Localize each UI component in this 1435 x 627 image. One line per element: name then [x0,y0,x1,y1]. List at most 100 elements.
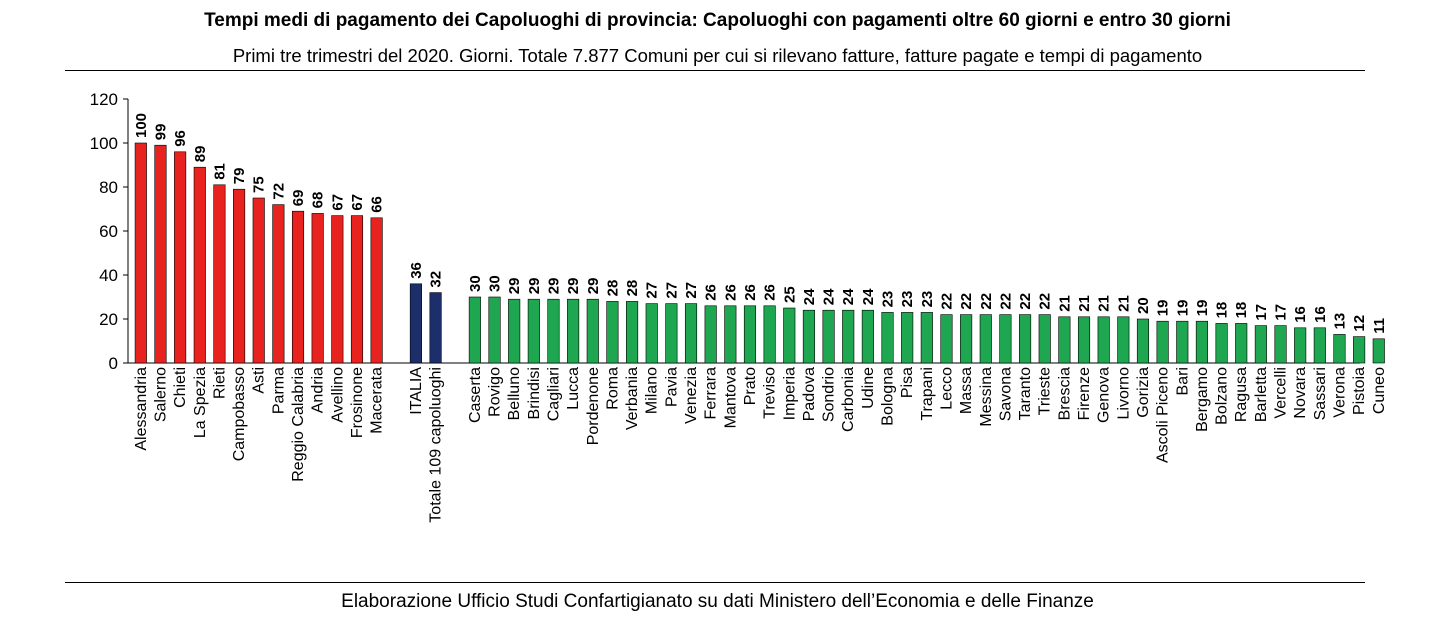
value-label-prato: 26 [742,284,759,301]
bar-parma [272,204,285,364]
bar-prato [743,305,757,364]
category-label-sondrio: Sondrio [821,367,838,422]
y-axis: 0 20 40 60 80 100 120 [90,90,1360,373]
bar-brescia [1058,316,1071,364]
category-label-pavia: Pavia [663,367,680,407]
bar-sondrio [822,309,835,364]
bar-ferrara [704,305,717,364]
value-label-bologna: 23 [880,291,897,308]
bar-rovigo [488,296,501,364]
value-label-imperia: 25 [781,286,798,303]
bar-bari [1176,320,1189,364]
value-label-carbonia: 24 [840,288,857,305]
category-label-avellino: Avellino [329,367,346,423]
category-label-roma: Roma [604,367,621,410]
category-label-reggio-calabria: Reggio Calabria [290,367,307,482]
bar-cagliari [547,298,560,364]
category-label-udine: Udine [860,367,877,409]
bar-messina [979,314,992,364]
value-label-roma: 28 [604,280,621,297]
bar-caserta [468,296,481,364]
bar-trieste [1038,314,1051,364]
value-label-treviso: 26 [762,284,779,301]
category-label-verona: Verona [1331,367,1348,418]
category-label-gorizia: Gorizia [1135,367,1152,418]
value-label-genova: 21 [1096,295,1113,312]
category-label-pistoia: Pistoia [1351,367,1368,415]
value-label-massa: 22 [958,293,975,310]
category-labels: Alessandria Salerno Chieti La Spezia Rieti Ca… [133,367,1388,523]
category-label-milano: Milano [644,367,661,414]
bar-massa [960,314,973,364]
value-label-reggio-calabria: 69 [290,190,307,207]
bar-avellino [331,215,344,364]
y-tick-label: 100 [90,134,118,153]
category-label-firenze: Firenze [1076,367,1093,420]
value-label-andria: 68 [310,192,327,209]
category-label-alessandria: Alessandria [133,367,150,451]
category-label-ferrara: Ferrara [703,367,720,420]
category-label-campobasso: Campobasso [231,367,248,461]
value-label-barletta: 17 [1253,304,1270,321]
bar-verona [1333,334,1346,364]
bar-lecco [940,314,953,364]
value-label-chieti: 96 [172,130,189,147]
bar-bergamo [1195,320,1208,364]
bar-pordenone [586,298,599,364]
y-tick-label: 40 [99,266,118,285]
y-tick-label: 0 [109,354,118,373]
bar-reggio-calabria [291,210,305,364]
category-label-ascoli-piceno: Ascoli Piceno [1155,367,1172,463]
category-label-rieti: Rieti [211,367,228,399]
category-label-parma: Parma [270,367,287,414]
value-label-milano: 27 [644,282,661,299]
bar-roma [606,301,619,364]
bar-mantova [724,305,737,364]
value-label-lecco: 22 [938,293,955,310]
value-label-la-spezia: 89 [192,146,209,163]
bar-chieti [174,151,187,364]
bar-sassari [1313,327,1326,364]
bar-macerata [370,217,383,364]
value-label-pavia: 27 [663,282,680,299]
chart-title: Tempi medi di pagamento dei Capoluoghi d… [204,10,1231,31]
category-label-genova: Genova [1096,367,1113,423]
bar-taranto [1019,314,1032,364]
category-label-caserta: Caserta [467,367,484,423]
bar-savona [999,314,1012,364]
category-label-lecco: Lecco [938,367,955,410]
category-label-brescia: Brescia [1056,367,1073,420]
bar-imperia [783,307,796,364]
category-label-mantova: Mantova [722,367,739,428]
category-label-bari: Bari [1174,367,1191,395]
value-label-rovigo: 30 [487,275,504,292]
bar-campobasso [233,188,246,364]
value-label-taranto: 22 [1017,293,1034,310]
bar-livorno [1117,316,1130,364]
value-label-lucca: 29 [565,278,582,295]
value-label-sondrio: 24 [821,288,838,305]
y-tick-label: 120 [90,90,118,109]
value-label-italia: 36 [408,262,425,279]
bar-rieti [213,184,226,364]
category-label-totale-109-capoluoghi: Totale 109 capoluoghi [428,367,445,523]
bar-gorizia [1136,318,1150,364]
bar-cuneo [1372,338,1385,364]
value-label-livorno: 21 [1115,295,1132,312]
bars [134,142,1385,364]
category-label-macerata: Macerata [369,367,386,434]
value-label-bergamo: 19 [1194,300,1211,317]
category-label-bolzano: Bolzano [1214,367,1231,425]
category-label-savona: Savona [997,367,1014,421]
bar-padova [802,309,815,364]
bar-alessandria [134,142,147,364]
value-label-alessandria: 100 [133,113,150,138]
value-label-venezia: 27 [683,282,700,299]
category-label-massa: Massa [958,367,975,414]
value-label-avellino: 67 [329,194,346,211]
category-label-carbonia: Carbonia [840,367,857,432]
category-label-asti: Asti [251,367,268,394]
category-label-trieste: Trieste [1037,367,1054,415]
bar-trapani [920,312,933,364]
